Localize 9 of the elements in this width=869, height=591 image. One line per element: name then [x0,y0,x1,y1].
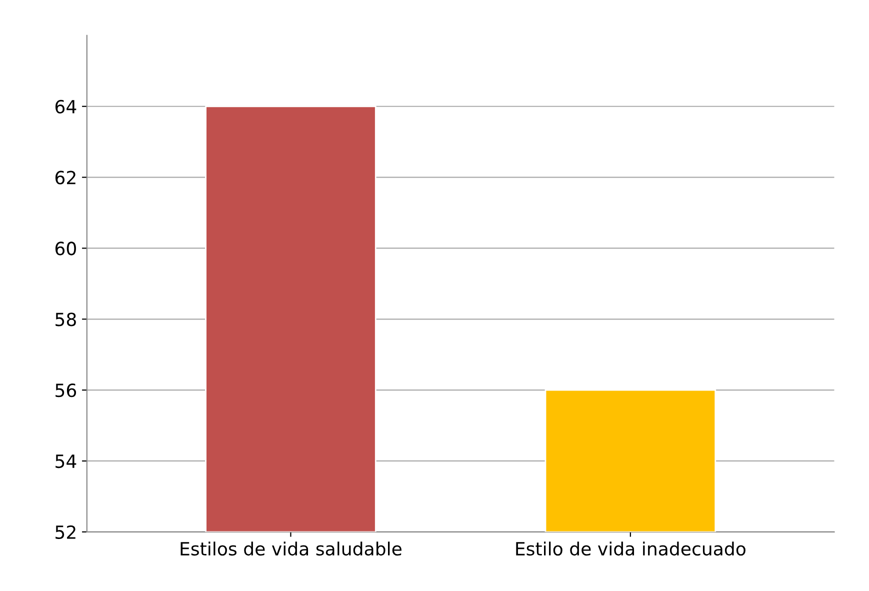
y-tick-label: 56 [56,384,76,398]
y-tick-label: 64 [55,100,76,114]
y-tick-label: 62 [55,170,76,184]
y-tick-label: 60 [55,242,76,256]
y-tick-label: 52 [56,525,76,540]
x-tick-label: Estilo de vida inadecuado [516,542,746,556]
x-tick-label: Estilos de vida saludable [180,542,402,556]
y-tick-label: 54 [56,454,76,468]
y-tick-label: 58 [56,312,76,326]
